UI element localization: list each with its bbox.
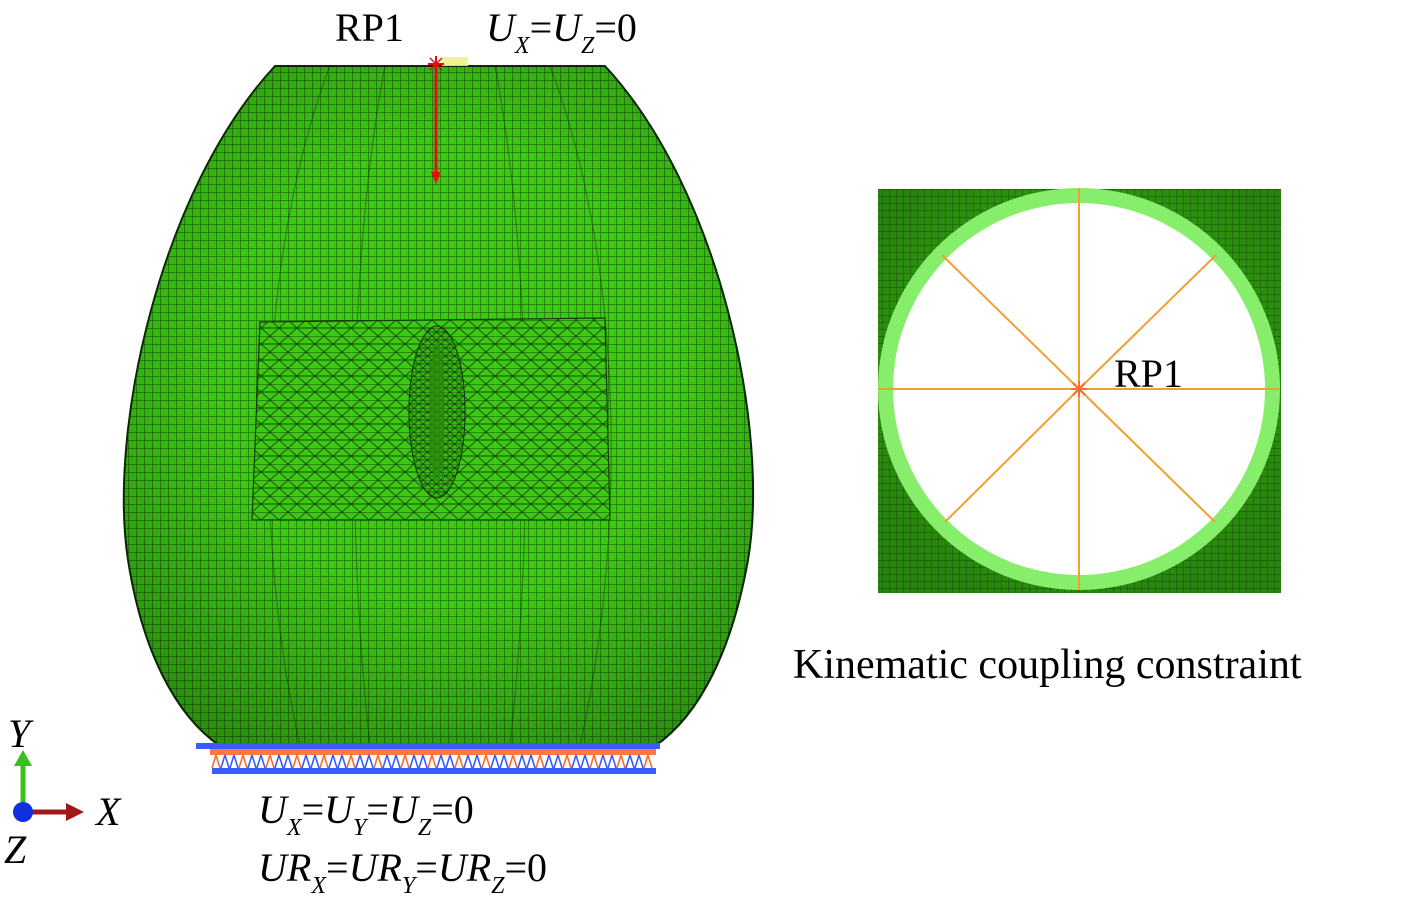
top-boundary-condition: UX=UZ=0	[486, 5, 637, 59]
axis-label-y: Y	[8, 711, 31, 756]
axis-triad	[13, 750, 84, 822]
inset-rp1-label: RP1	[1114, 351, 1183, 396]
axis-label-z: Z	[4, 827, 27, 872]
refined-mesh-patch	[251, 317, 611, 521]
inset-rp1-marker	[1071, 381, 1087, 397]
coupling-inset	[878, 188, 1281, 593]
load-arrow	[431, 64, 441, 184]
rp1-label: RP1	[335, 5, 404, 50]
bottom-boundary-condition-rotations: URX=URY=URZ=0	[258, 845, 548, 899]
axis-label-x: X	[96, 789, 121, 834]
z-axis-dot	[13, 802, 33, 822]
inset-caption: Kinematic coupling constraint	[793, 642, 1302, 688]
fixed-boundary-symbols	[196, 743, 660, 774]
coupling-lines	[878, 188, 1280, 590]
bottom-boundary-condition-translations: UX=UY=UZ=0	[258, 787, 474, 841]
